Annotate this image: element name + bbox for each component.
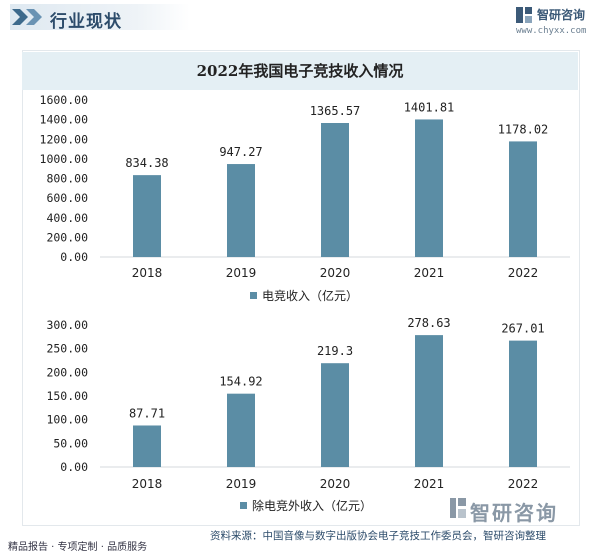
bar: [415, 119, 443, 258]
y-tick-label: 100.00: [46, 413, 88, 427]
y-tick-label: 250.00: [46, 342, 88, 356]
legend-label: 除电竞外收入（亿元）: [252, 498, 372, 513]
chart-frame: [22, 50, 580, 526]
bar: [415, 335, 443, 467]
footer-source: 资料来源：中国音像与数字出版协会电子竞技工作委员会，智研咨询整理: [210, 530, 546, 542]
data-label: 1401.81: [404, 100, 455, 114]
data-label: 219.3: [317, 344, 353, 358]
y-tick-label: 200.00: [46, 230, 88, 244]
y-tick-label: 1200.00: [40, 132, 89, 146]
footer-tagline: 精品报告 · 专项定制 · 品质服务: [8, 542, 148, 553]
data-label: 87.71: [129, 406, 165, 420]
data-label: 947.27: [219, 145, 262, 159]
footer-logo-icon: [450, 498, 466, 518]
y-tick-label: 1600.00: [40, 93, 89, 107]
bar: [509, 340, 537, 467]
y-tick-label: 0.00: [60, 460, 88, 474]
brand-name: 智研咨询: [537, 8, 586, 22]
y-tick-label: 1000.00: [40, 152, 89, 166]
brand-logo-icon: [516, 7, 532, 23]
y-tick-label: 50.00: [53, 436, 88, 450]
data-label: 1178.02: [498, 122, 549, 136]
data-label: 834.38: [125, 156, 168, 170]
x-tick-label: 2020: [320, 266, 351, 280]
x-tick-label: 2021: [414, 477, 445, 491]
bar: [133, 425, 161, 467]
y-tick-label: 1400.00: [40, 113, 89, 127]
footer-bar: [0, 528, 600, 555]
x-tick-label: 2018: [132, 266, 163, 280]
x-tick-label: 2020: [320, 477, 351, 491]
y-tick-label: 400.00: [46, 211, 88, 225]
chart-title: 2022年我国电子竞技收入情况: [196, 62, 404, 80]
x-tick-label: 2018: [132, 477, 163, 491]
y-tick-label: 800.00: [46, 172, 88, 186]
x-tick-label: 2022: [508, 266, 539, 280]
x-tick-label: 2021: [414, 266, 445, 280]
x-tick-label: 2022: [508, 477, 539, 491]
bar: [227, 393, 255, 467]
bar: [133, 175, 161, 257]
y-tick-label: 0.00: [60, 250, 88, 264]
x-tick-label: 2019: [226, 477, 257, 491]
y-tick-label: 300.00: [46, 318, 88, 332]
brand-url: www.chyxx.com: [516, 26, 587, 36]
bar: [509, 141, 537, 257]
header: 行业现状 智研咨询 www.chyxx.com: [0, 0, 600, 40]
double-chevron-icon: [12, 9, 42, 25]
data-label: 278.63: [407, 316, 450, 330]
x-tick-label: 2019: [226, 266, 257, 280]
data-label: 267.01: [501, 322, 544, 336]
y-tick-label: 600.00: [46, 191, 88, 205]
y-tick-label: 150.00: [46, 389, 88, 403]
footer-logo-text: 智研咨询: [470, 501, 558, 525]
bar: [227, 164, 255, 257]
data-label: 1365.57: [310, 104, 361, 118]
legend-swatch: [250, 292, 257, 299]
bar: [321, 123, 349, 257]
data-label: 154.92: [219, 375, 262, 389]
bar: [321, 363, 349, 467]
legend-swatch: [240, 502, 247, 509]
title-band: [22, 52, 578, 90]
y-tick-label: 200.00: [46, 365, 88, 379]
legend-label: 电竞收入（亿元）: [262, 288, 358, 303]
section-title: 行业现状: [50, 12, 122, 32]
